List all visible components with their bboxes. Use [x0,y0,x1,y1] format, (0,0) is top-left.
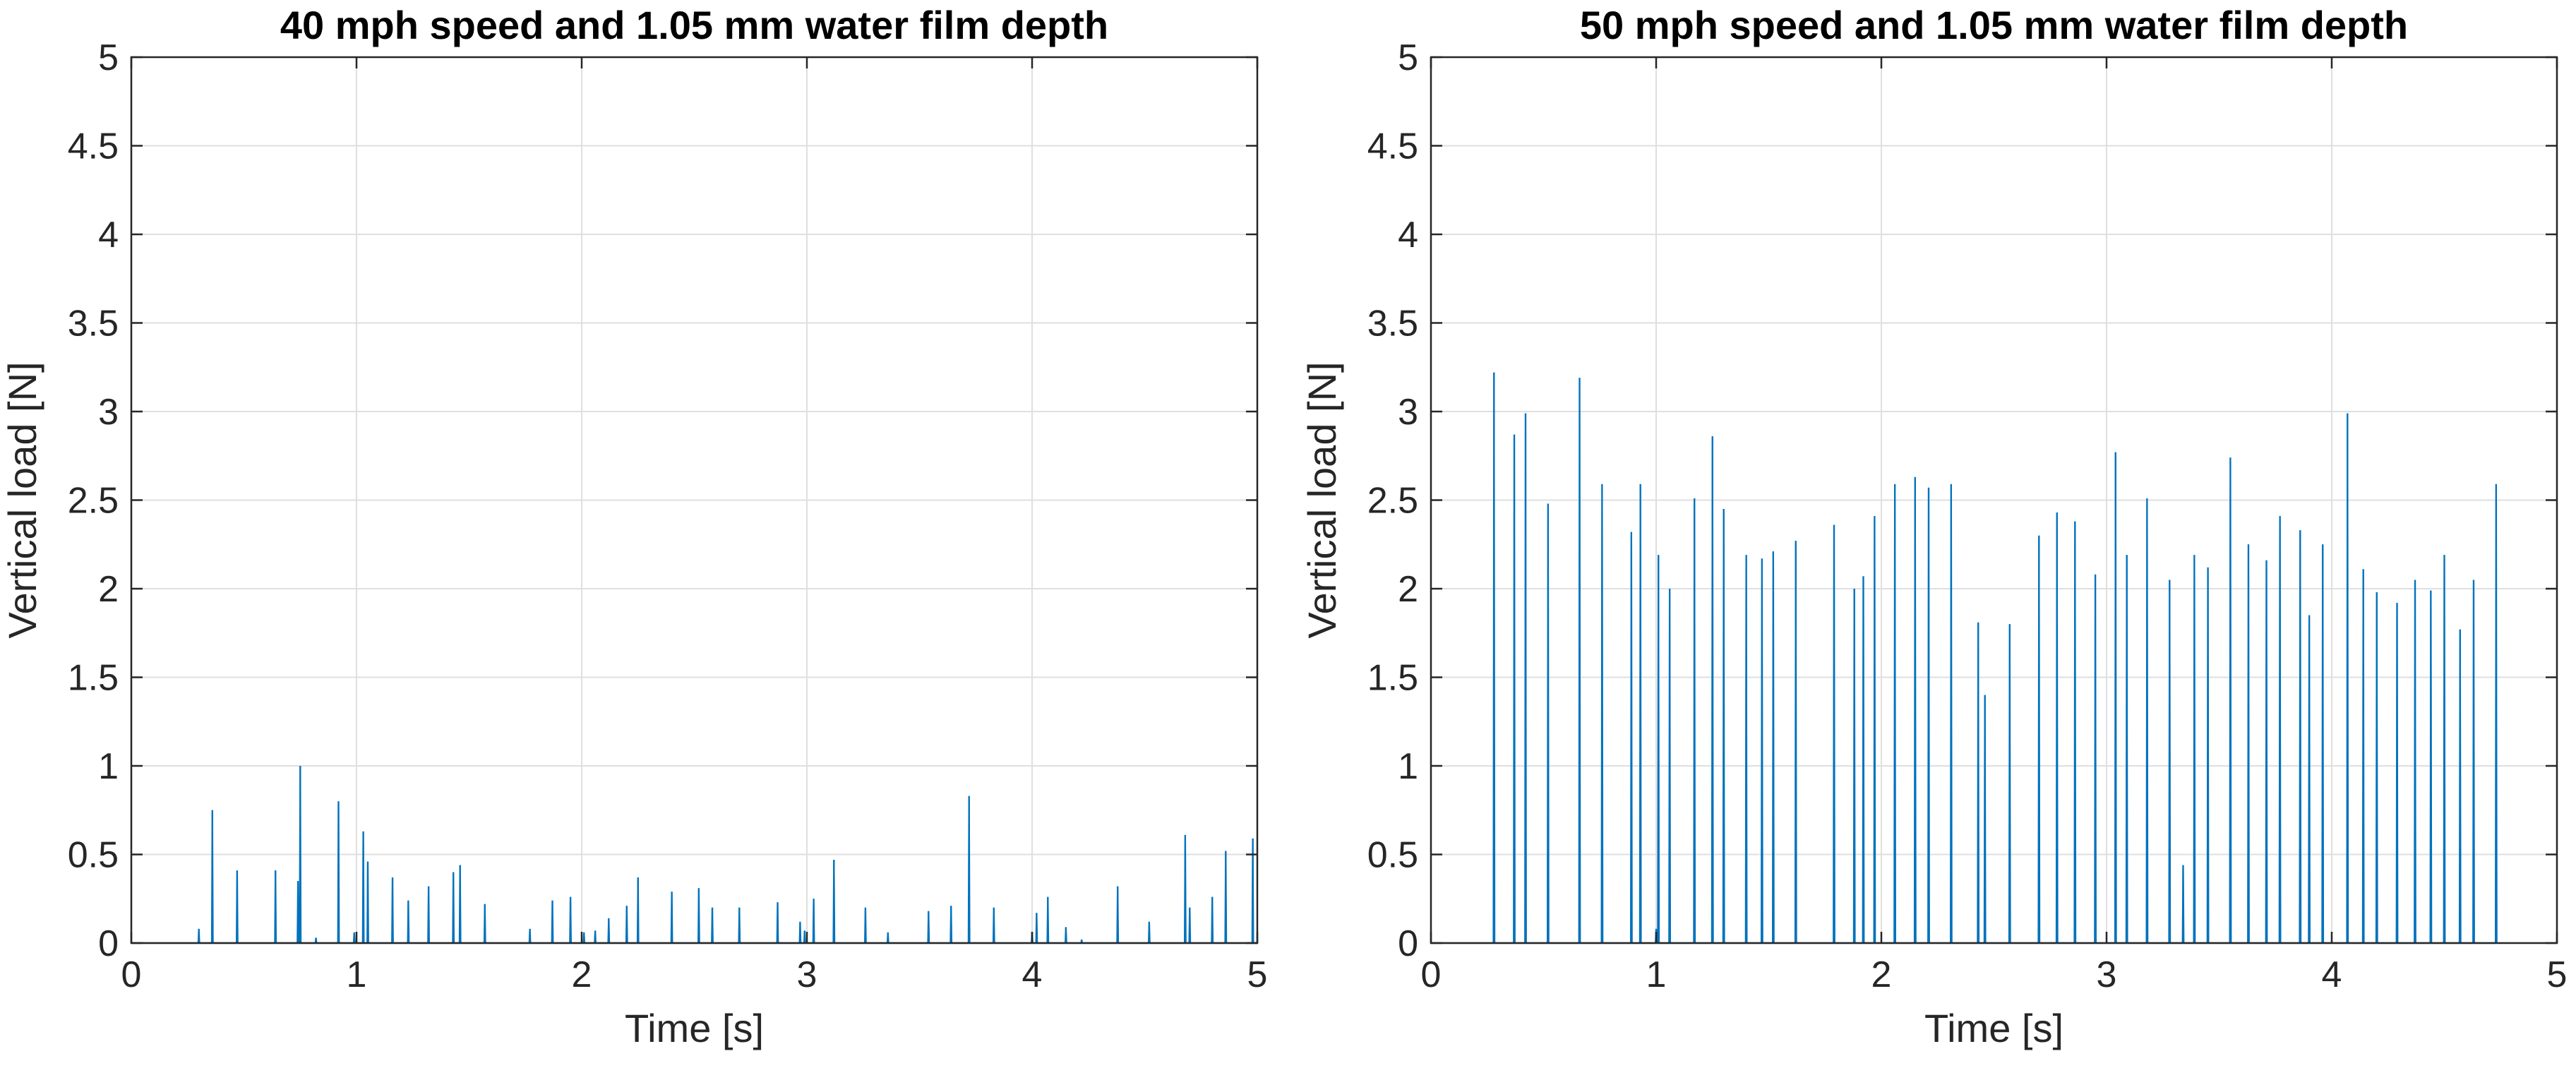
chart-left: 0 1 2 3 4 5 0 0.5 1 1.5 2 2.5 3 3.5 4 4.5 5 40 mph speed … [0,3,1267,1050]
y-tick-label: 2.5 [1367,481,1418,522]
y-tick-label: 2 [1398,569,1418,610]
y-tick-label: 3.5 [1367,304,1418,344]
y-tick-label: 3 [1398,392,1418,433]
y-axis-label: Vertical load [N] [0,361,44,638]
x-tick-label: 3 [2097,954,2117,995]
y-tick-label: 0 [1398,923,1418,964]
y-tick-label: 4.5 [68,126,119,167]
x-tick-label: 1 [1646,954,1667,995]
y-axis-label: Vertical load [N] [1300,361,1344,638]
x-tick-label: 0 [1421,954,1442,995]
y-tick-label: 2.5 [68,481,119,522]
x-tick-label: 5 [1247,954,1268,995]
y-tick-label: 4 [98,215,119,256]
y-tick-label: 2 [98,569,119,610]
x-tick-label: 4 [2322,954,2342,995]
x-tick-label: 0 [121,954,142,995]
x-tick-label: 4 [1022,954,1043,995]
y-tick-label: 4 [1398,215,1418,256]
y-tick-label: 0.5 [68,835,119,876]
y-tick-label: 0.5 [1367,835,1418,876]
x-tick-label: 2 [572,954,592,995]
y-tick-label: 4.5 [1367,126,1418,167]
x-tick-label: 5 [2547,954,2568,995]
y-tick-label: 5 [1398,37,1418,78]
x-tick-label: 2 [1871,954,1892,995]
y-tick-label: 3 [98,392,119,433]
y-tick-label: 1.5 [68,658,119,699]
y-tick-label: 1 [98,746,119,787]
y-tick-label: 5 [98,37,119,78]
y-tick-label: 0 [98,923,119,964]
y-tick-label: 1 [1398,746,1418,787]
x-tick-label: 3 [797,954,817,995]
x-tick-label: 1 [347,954,367,995]
chart-right: 0 1 2 3 4 5 0 0.5 1 1.5 2 2.5 3 3.5 4 4.5 5 50 mph speed … [1300,3,2567,1050]
x-axis-label: Time [s] [625,1006,764,1050]
x-axis-label: Time [s] [1924,1006,2063,1050]
chart-title: 50 mph speed and 1.05 mm water film dept… [1580,3,2408,47]
y-tick-label: 3.5 [68,304,119,344]
y-tick-label: 1.5 [1367,658,1418,699]
chart-title: 40 mph speed and 1.05 mm water film dept… [280,3,1108,47]
